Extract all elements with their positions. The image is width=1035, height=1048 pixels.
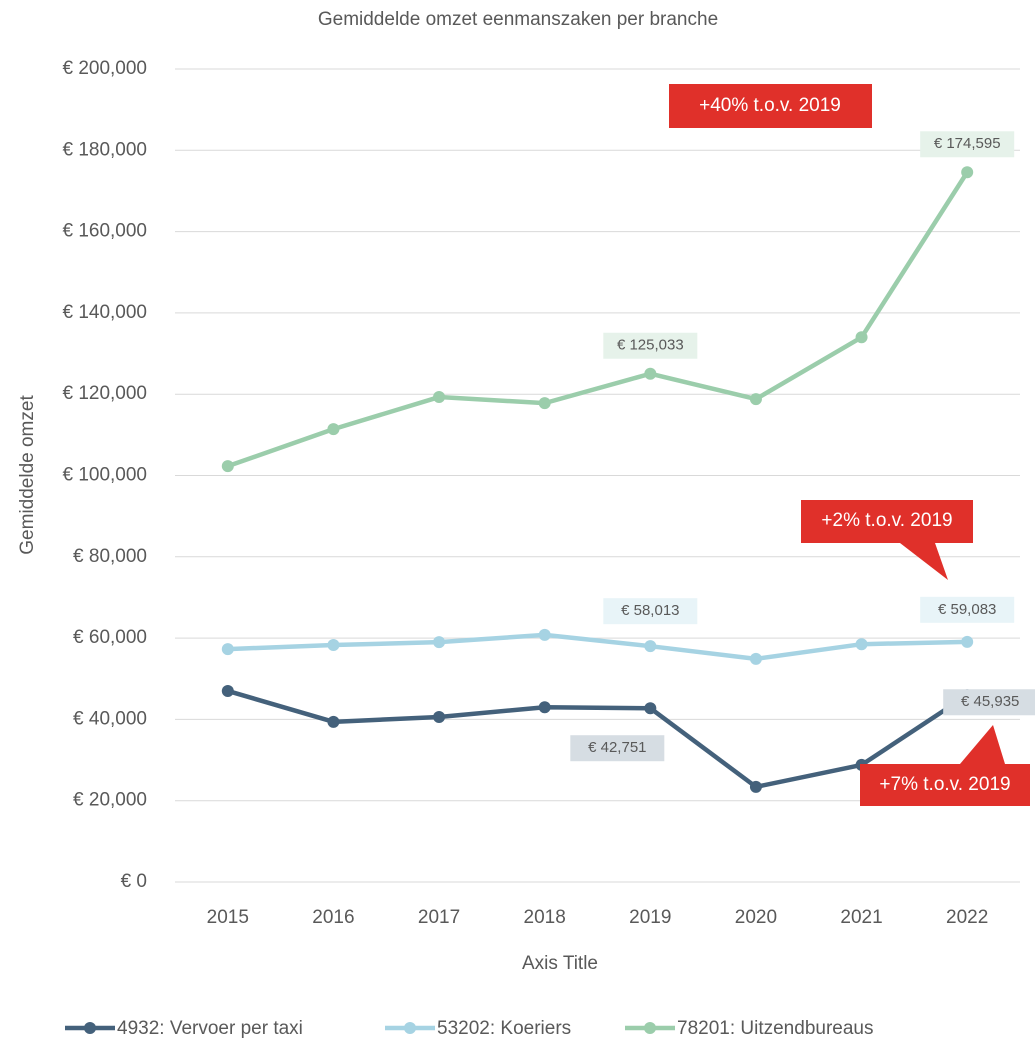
- y-tick-label: € 60,000: [73, 627, 147, 648]
- data-point: [644, 367, 657, 380]
- data-point: [433, 710, 446, 723]
- data-point: [327, 715, 340, 728]
- data-point: [644, 702, 657, 715]
- x-tick-label: 2018: [524, 907, 566, 928]
- legend-label: 4932: Vervoer per taxi: [117, 1018, 303, 1039]
- data-point: [538, 397, 551, 410]
- y-tick-label: € 200,000: [62, 58, 147, 79]
- data-point: [538, 701, 551, 714]
- callout-box: [801, 500, 973, 580]
- x-tick-label: 2019: [629, 907, 671, 928]
- data-label: € 174,595: [934, 135, 1001, 152]
- legend-marker: [644, 1022, 656, 1034]
- data-point: [749, 393, 762, 406]
- data-label-box: [943, 689, 1035, 716]
- callout-box: [669, 84, 910, 128]
- x-axis-title: Axis Title: [522, 953, 598, 974]
- data-label-box: [603, 598, 698, 625]
- y-axis-title: Gemiddelde omzet: [17, 395, 38, 555]
- legend-marker: [404, 1022, 416, 1034]
- data-point: [749, 780, 762, 793]
- series-line: [227, 171, 970, 469]
- legend-marker: [84, 1022, 96, 1034]
- legend-label: 53202: Koeriers: [437, 1018, 571, 1039]
- data-point: [961, 635, 974, 648]
- data-point: [221, 460, 234, 473]
- data-label-box: [920, 131, 1015, 158]
- annotation: +7% t.o.v. 2019: [879, 774, 1010, 795]
- y-tick-label: € 160,000: [62, 221, 147, 242]
- data-point: [961, 166, 974, 179]
- data-label: € 45,935: [961, 693, 1019, 710]
- data-point: [644, 640, 657, 653]
- data-point: [855, 331, 868, 344]
- data-point: [538, 628, 551, 641]
- data-label: € 125,033: [617, 337, 684, 354]
- series-line: [227, 632, 968, 662]
- data-label-box: [603, 332, 698, 359]
- x-tick-label: 2015: [207, 907, 249, 928]
- y-tick-label: € 20,000: [73, 790, 147, 811]
- data-label: € 58,013: [621, 602, 679, 619]
- x-tick-label: 2020: [735, 907, 777, 928]
- legend-label: 78201: Uitzendbureaus: [677, 1018, 873, 1039]
- data-point: [433, 636, 446, 649]
- y-tick-label: € 0: [121, 871, 147, 892]
- data-point: [221, 643, 234, 656]
- data-label-box: [920, 596, 1015, 623]
- x-tick-label: 2022: [946, 907, 988, 928]
- x-tick-label: 2021: [840, 907, 882, 928]
- y-tick-label: € 40,000: [73, 708, 147, 729]
- chart-title: Gemiddelde omzet eenmanszaken per branch…: [318, 9, 718, 30]
- callout-box: [860, 725, 1030, 806]
- series-line: [227, 688, 969, 790]
- x-tick-label: 2016: [312, 907, 354, 928]
- data-label: € 42,751: [588, 739, 646, 756]
- y-tick-label: € 80,000: [73, 546, 147, 567]
- x-tick-label: 2017: [418, 907, 460, 928]
- y-tick-label: € 100,000: [62, 465, 147, 486]
- y-tick-label: € 120,000: [62, 383, 147, 404]
- data-point: [433, 391, 446, 404]
- y-tick-label: € 180,000: [62, 139, 147, 160]
- data-point: [749, 652, 762, 665]
- data-point: [855, 638, 868, 651]
- data-point: [221, 684, 234, 697]
- annotation: +40% t.o.v. 2019: [699, 95, 841, 116]
- data-label-box: [570, 735, 665, 762]
- annotation: +2% t.o.v. 2019: [821, 510, 952, 531]
- data-label: € 59,083: [938, 601, 996, 618]
- data-point: [327, 639, 340, 652]
- data-point: [327, 423, 340, 436]
- y-tick-label: € 140,000: [62, 302, 147, 323]
